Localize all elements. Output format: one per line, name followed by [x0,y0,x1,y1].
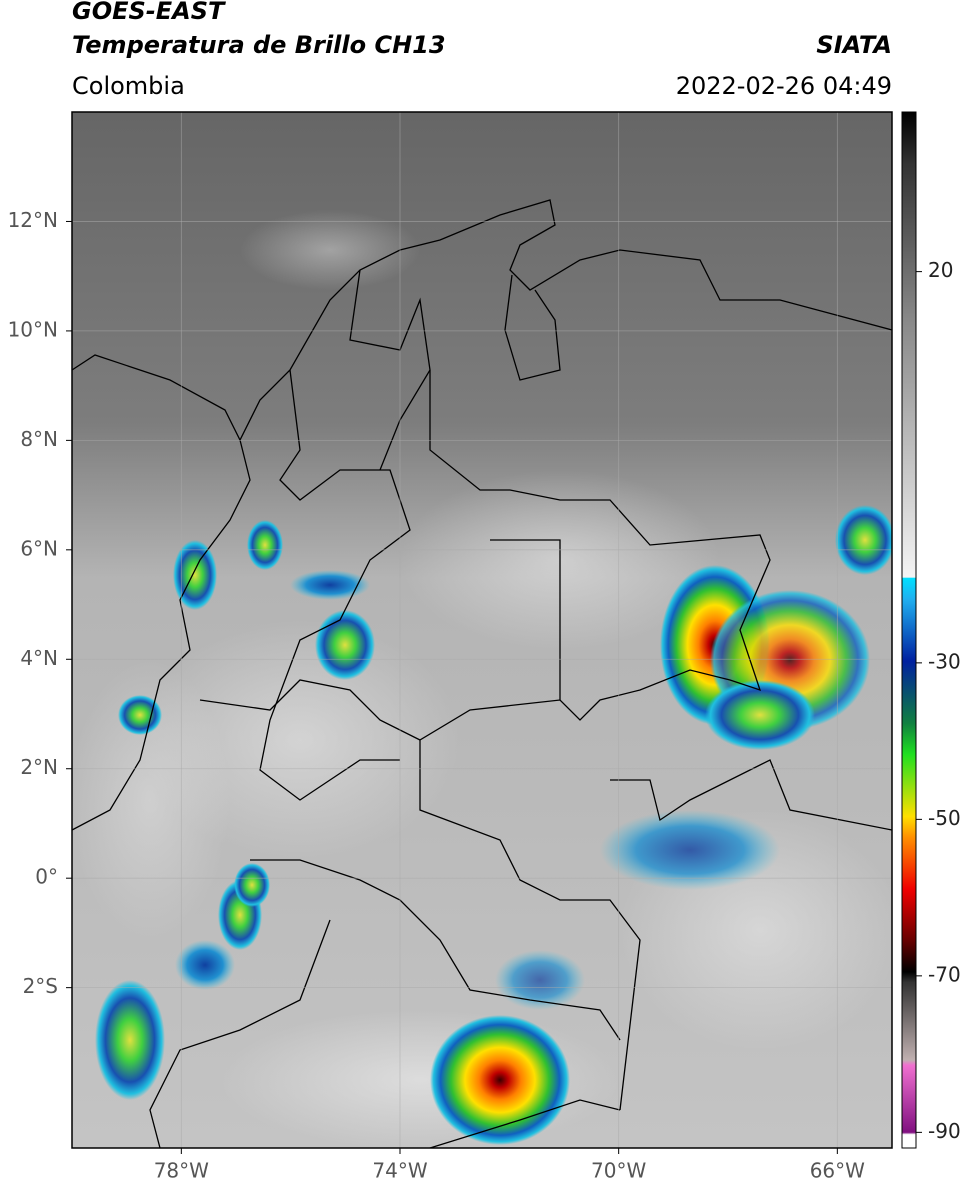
map-image [72,112,892,1148]
colorbar-tick-label: -30 [928,649,961,673]
colorbar [901,111,917,1149]
y-tick-label: 0° [35,865,58,889]
source: SIATA [816,31,892,59]
map-frame [71,111,893,1149]
y-tick-label: 10°N [8,317,58,341]
x-tick-label: 78°W [154,1159,209,1183]
colorbar-tick-label: -90 [928,1119,961,1143]
y-tick-label: 12°N [8,208,58,232]
datetime: 2022-02-26 04:49 [676,72,892,100]
y-tick-label: 2°N [20,755,58,779]
y-tick-label: 2°S [23,974,58,998]
subtitle: Temperatura de Brillo CH13 [72,31,446,59]
colorbar-tick-label: -70 [928,962,961,986]
x-tick-label: 74°W [372,1159,427,1183]
y-tick-label: 8°N [20,427,58,451]
colorbar-tick-label: 20 [928,258,953,282]
x-tick-label: 70°W [591,1159,646,1183]
colorbar-tick-label: -50 [928,806,961,830]
title: GOES-EAST [72,0,226,25]
x-tick-label: 66°W [810,1159,865,1183]
region: Colombia [72,72,185,100]
y-tick-label: 6°N [20,536,58,560]
y-tick-label: 4°N [20,646,58,670]
